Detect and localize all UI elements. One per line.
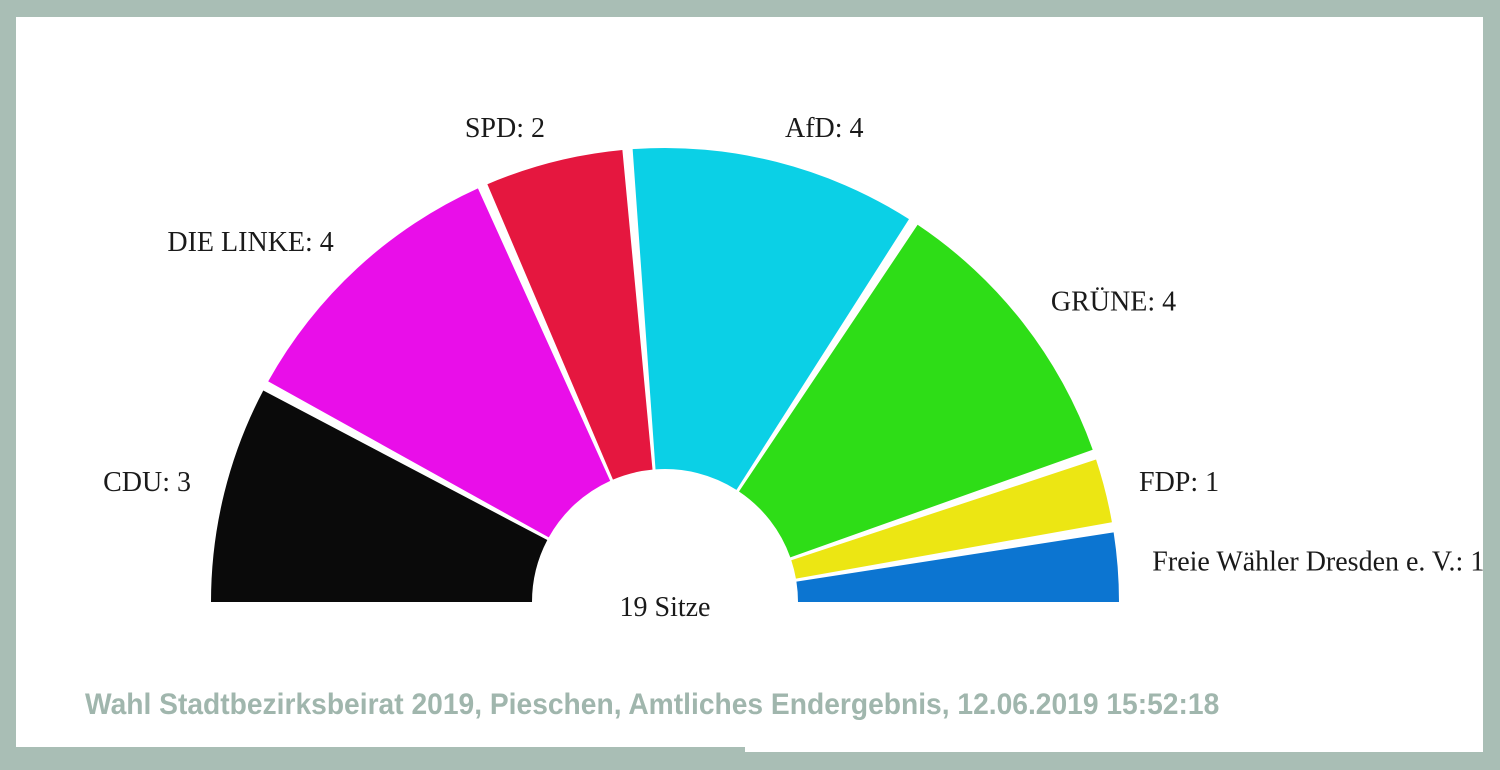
label-grüne: GRÜNE: 4 (1051, 287, 1176, 318)
label-fdp: FDP: 1 (1139, 467, 1219, 498)
label-afd: AfD: 4 (785, 113, 864, 144)
segment-grüne (739, 224, 1093, 558)
label-cdu: CDU: 3 (103, 467, 191, 498)
total-seats-label: 19 Sitze (620, 592, 711, 623)
segment-cdu (210, 390, 548, 602)
segment-afd (632, 147, 909, 490)
bottom-border-step (0, 747, 745, 770)
label-freie-wähler-dresden-e-v: Freie Wähler Dresden e. V.: 1 (1152, 547, 1484, 578)
segment-fdp (791, 459, 1112, 579)
segment-spd (487, 150, 653, 480)
segment-freie-wähler-dresden-e-v (796, 532, 1119, 602)
label-spd: SPD: 2 (465, 113, 545, 144)
segment-die-linke (268, 188, 611, 538)
caption: Wahl Stadtbezirksbeirat 2019, Pieschen, … (85, 688, 1220, 721)
label-die-linke: DIE LINKE: 4 (167, 227, 333, 258)
